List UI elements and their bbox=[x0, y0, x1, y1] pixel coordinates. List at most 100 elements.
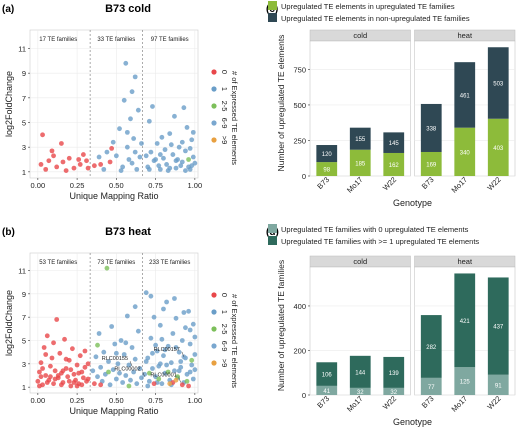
data-point bbox=[132, 304, 138, 310]
bar-value-label: 145 bbox=[389, 141, 400, 147]
data-point bbox=[183, 325, 188, 331]
data-point bbox=[101, 349, 107, 355]
data-point bbox=[63, 356, 69, 362]
legend-label: Upregulated TE elements in upregulated T… bbox=[281, 2, 455, 11]
data-point bbox=[101, 166, 107, 172]
data-point bbox=[183, 168, 188, 174]
data-point bbox=[135, 107, 141, 113]
data-point bbox=[164, 362, 169, 368]
data-point bbox=[137, 366, 143, 371]
y-tick-label: 1 bbox=[22, 168, 26, 177]
region-label: 97 TE families bbox=[151, 37, 189, 43]
data-point bbox=[190, 154, 196, 160]
x-tick-label: W22 bbox=[485, 394, 502, 411]
data-point bbox=[129, 160, 135, 166]
annotation-label: RLC00001 bbox=[150, 373, 176, 379]
region-label: 73 TE families bbox=[97, 260, 135, 266]
annotation-leader bbox=[129, 361, 133, 367]
x-tick-label: Mo17 bbox=[345, 175, 365, 195]
scatter-plot-a: 17 TE families 33 TE families 97 TE famili… bbox=[4, 29, 239, 201]
region-label: 53 TE families bbox=[39, 260, 77, 266]
data-point bbox=[43, 166, 49, 172]
data-point bbox=[120, 380, 126, 385]
data-point bbox=[161, 353, 166, 359]
data-point bbox=[60, 368, 66, 374]
bar-value-label: 421 bbox=[460, 319, 471, 325]
bar-segment bbox=[487, 47, 509, 119]
data-point bbox=[51, 153, 56, 159]
y-tick-label: 3 bbox=[22, 360, 26, 369]
legend-swatch bbox=[211, 326, 217, 332]
x-tick-label: B73 bbox=[420, 175, 436, 191]
x-tick-label: B73 bbox=[315, 394, 331, 410]
data-point bbox=[146, 370, 152, 376]
data-point bbox=[117, 126, 122, 132]
legend-swatch bbox=[211, 292, 217, 298]
y-axis-label: log2FoldChange bbox=[4, 290, 14, 356]
data-point bbox=[110, 367, 116, 373]
legend-label: Upregulated TE families with >= 1 upregu… bbox=[281, 237, 479, 246]
x-tick-label: Mo17 bbox=[450, 175, 470, 195]
data-point bbox=[77, 353, 83, 359]
data-point bbox=[90, 368, 96, 374]
annotation-leader bbox=[178, 377, 181, 383]
data-point bbox=[134, 381, 140, 387]
data-point bbox=[82, 364, 88, 370]
data-point bbox=[164, 299, 169, 305]
data-point bbox=[134, 166, 140, 172]
data-point bbox=[187, 327, 193, 333]
data-point bbox=[186, 383, 191, 389]
x-tick-label: 0.50 bbox=[109, 181, 124, 190]
y-tick-label: 7 bbox=[22, 313, 26, 322]
data-point bbox=[181, 105, 187, 111]
bar-segment bbox=[487, 374, 509, 395]
data-point bbox=[145, 383, 151, 389]
data-point bbox=[74, 362, 80, 368]
data-point bbox=[107, 159, 113, 165]
bar-value-label: 32 bbox=[357, 390, 364, 396]
legend-swatch bbox=[268, 13, 277, 22]
bar-value-label: 338 bbox=[426, 126, 437, 132]
legend-swatch bbox=[211, 360, 217, 366]
legend-label: 1 bbox=[220, 87, 229, 91]
legend-title: # of Expressed TE elements bbox=[230, 71, 239, 165]
bar-value-label: 282 bbox=[426, 345, 437, 351]
data-point bbox=[187, 369, 193, 375]
y-tick-label: 11 bbox=[18, 45, 26, 54]
panel-a: (a) B73 cold 17 TE families 33 TE familie… bbox=[2, 3, 239, 201]
data-point bbox=[74, 383, 80, 389]
data-point bbox=[76, 370, 82, 376]
bar-segment bbox=[487, 118, 509, 176]
region-label: 33 TE families bbox=[97, 37, 135, 43]
data-point bbox=[157, 152, 163, 157]
data-point bbox=[139, 141, 144, 146]
x-axis-label: Genotype bbox=[393, 198, 432, 208]
data-point bbox=[143, 153, 149, 159]
y-axis-label: Number of upregulated TE elements bbox=[276, 35, 286, 172]
panel-a-title: B73 cold bbox=[105, 3, 151, 15]
data-point bbox=[124, 313, 130, 319]
data-point bbox=[150, 350, 155, 356]
y-tick-label: 5 bbox=[22, 119, 26, 128]
panel-c: (c) Upregulated TE elements in upregulat… bbox=[266, 1, 516, 208]
data-point bbox=[68, 383, 74, 389]
data-point bbox=[179, 338, 185, 343]
data-point bbox=[148, 293, 154, 299]
x-tick-label: B73 bbox=[315, 175, 331, 191]
data-point bbox=[51, 381, 56, 387]
annotation-label: RLC00155 bbox=[102, 356, 128, 362]
data-point bbox=[190, 129, 196, 135]
data-point bbox=[164, 162, 169, 167]
data-point bbox=[106, 369, 111, 375]
data-point bbox=[148, 149, 154, 155]
data-point bbox=[79, 382, 85, 388]
data-point bbox=[172, 368, 177, 374]
legend-swatch bbox=[211, 69, 217, 75]
data-point bbox=[48, 363, 53, 369]
bar-segment bbox=[316, 362, 338, 386]
data-point bbox=[60, 159, 66, 165]
data-point bbox=[110, 139, 116, 145]
data-point bbox=[189, 163, 195, 169]
data-point bbox=[146, 378, 152, 384]
